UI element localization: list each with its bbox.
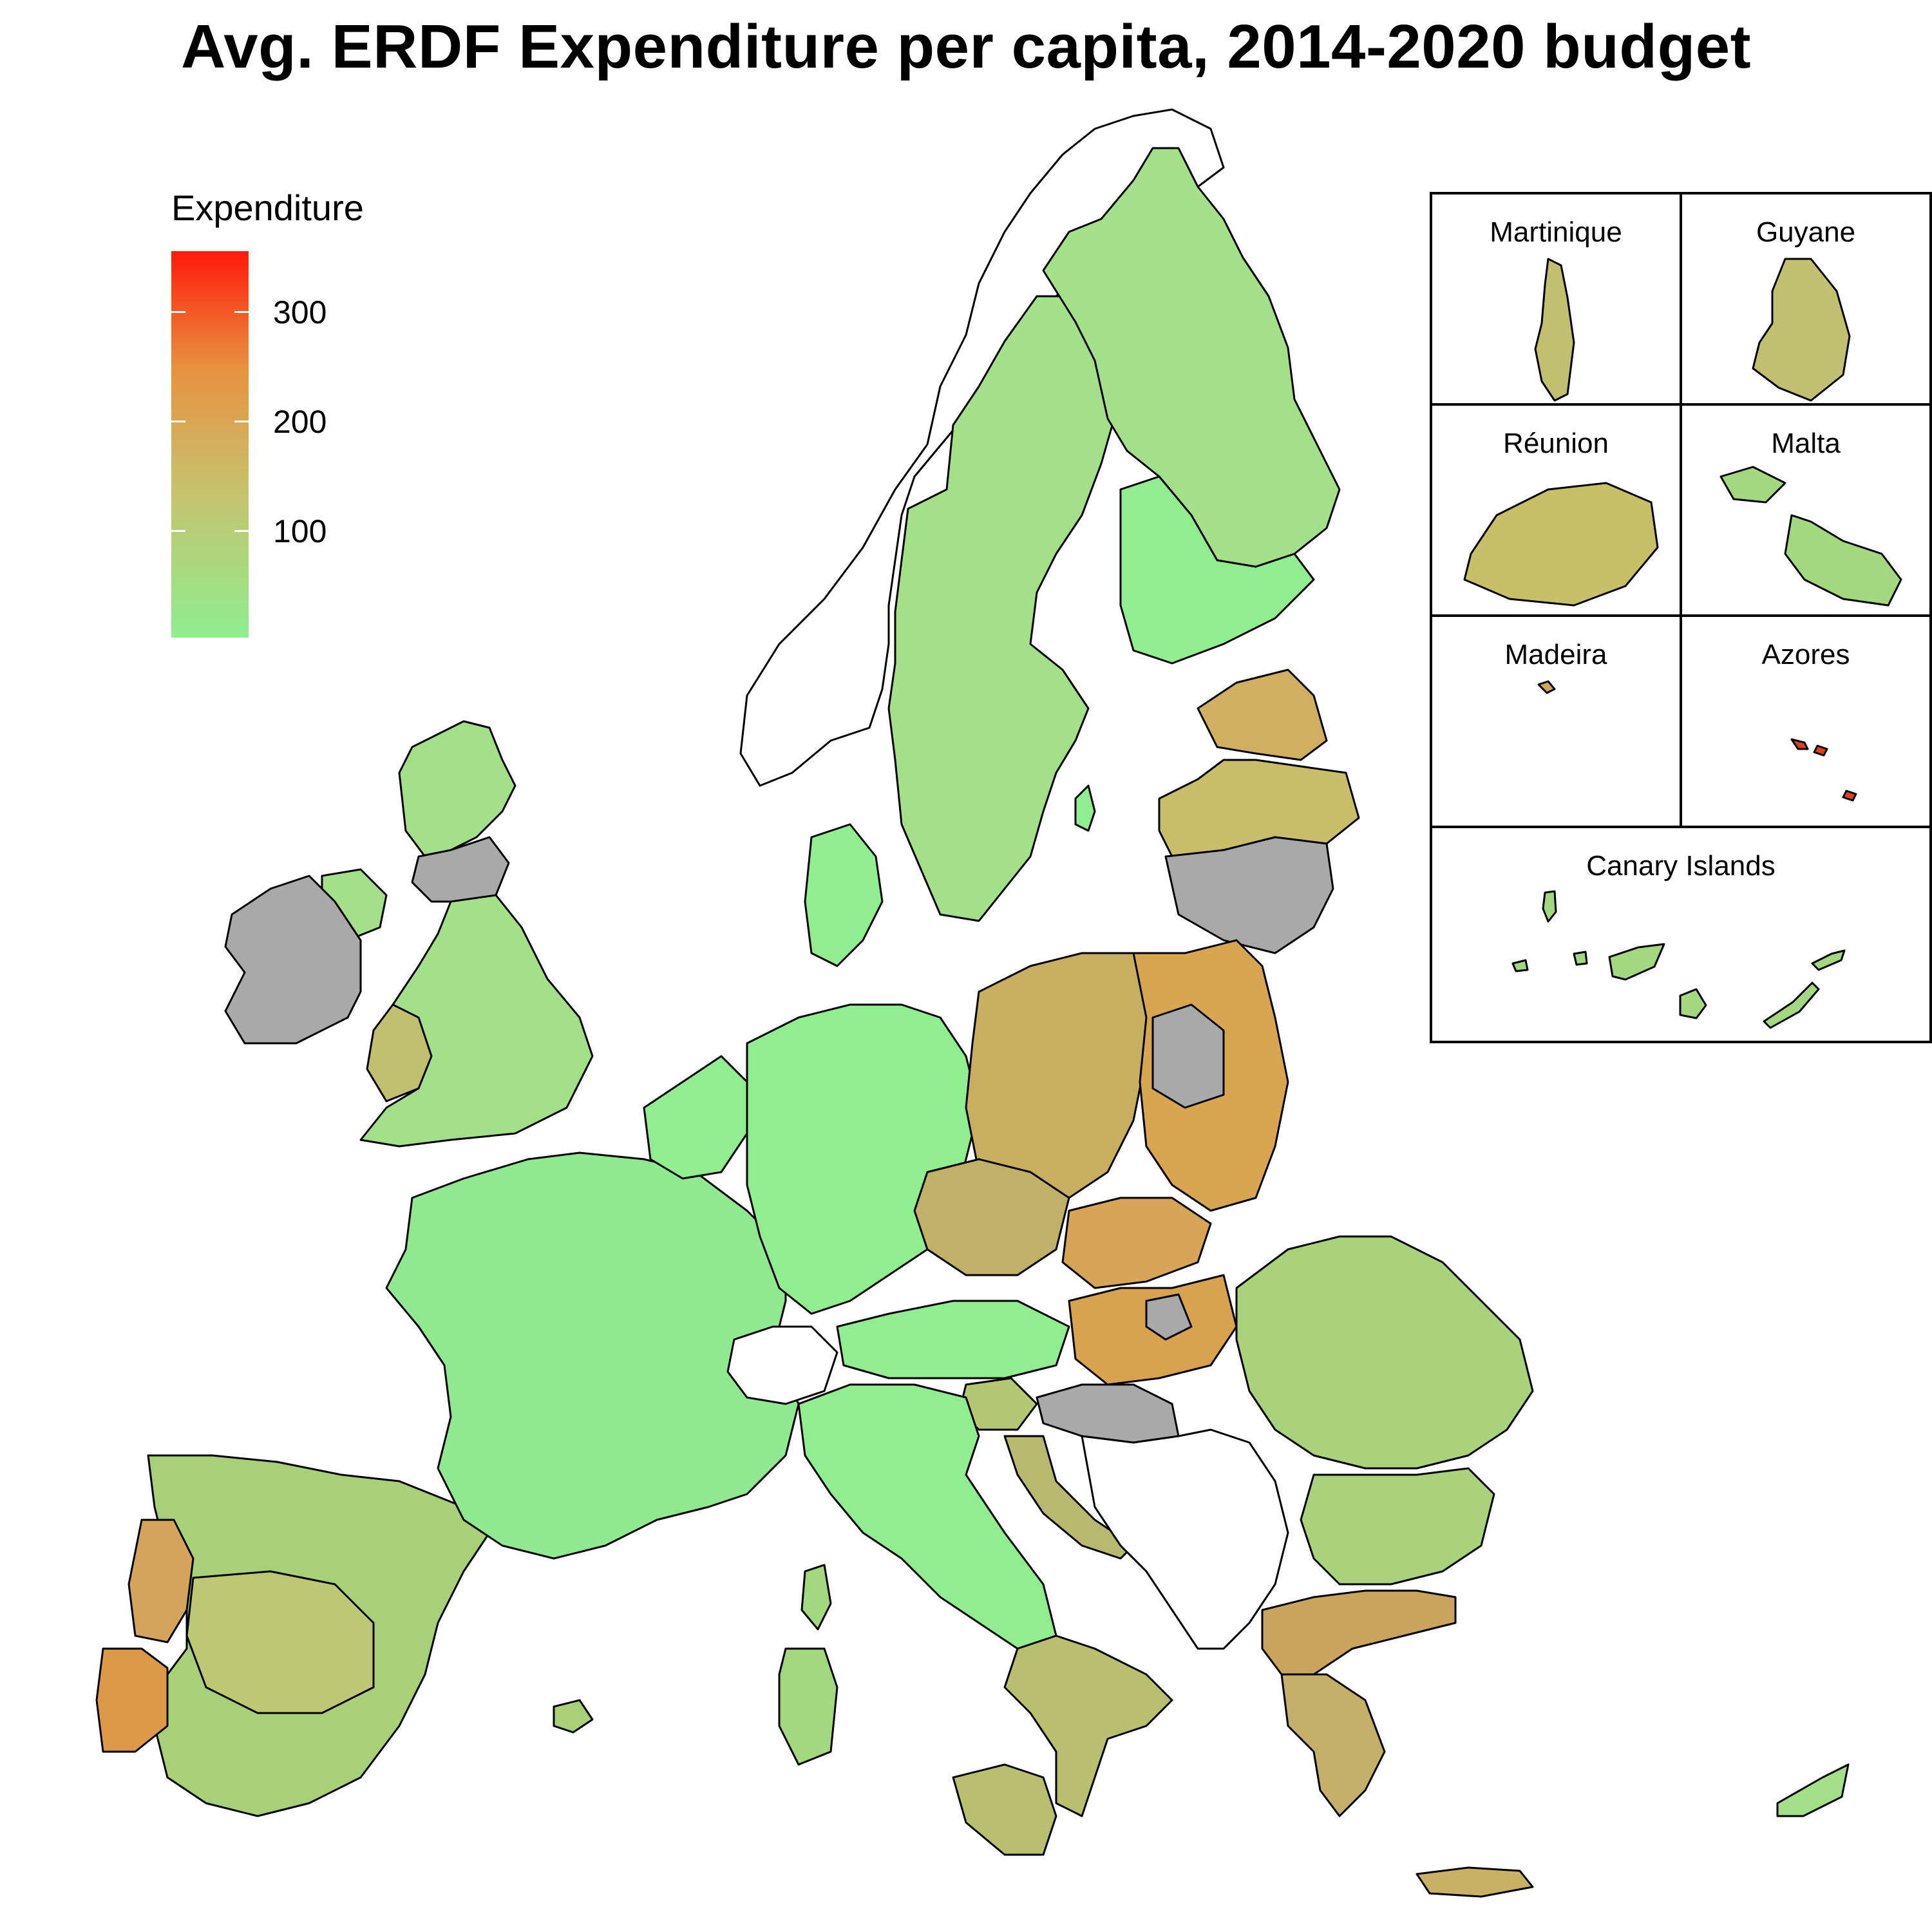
inset-canary: Canary Islands	[1430, 826, 1932, 1043]
austria	[836, 1300, 1070, 1379]
lithuania	[1164, 836, 1334, 954]
gotland	[1074, 784, 1096, 832]
la-gomera-shape	[1573, 951, 1588, 966]
spain-central	[185, 1570, 375, 1714]
wales	[366, 1003, 433, 1103]
crete	[1416, 1866, 1534, 1898]
azores-island-3	[1842, 790, 1857, 802]
finland-north	[1042, 147, 1341, 568]
finland-south	[1119, 475, 1315, 665]
cyprus	[1776, 1763, 1850, 1817]
malta-shape	[1784, 514, 1902, 607]
guyane-shape	[1752, 258, 1851, 402]
warsaw	[1151, 1003, 1225, 1109]
inset-martinique: Martinique	[1430, 192, 1682, 406]
lanzarote-shape	[1811, 949, 1846, 971]
benelux	[643, 1055, 748, 1180]
inset-malta: Malta	[1680, 403, 1932, 617]
estonia	[1197, 668, 1328, 761]
inset-azores: Azores	[1680, 614, 1932, 828]
croatia-pannonian	[1036, 1383, 1180, 1444]
greece-south	[1280, 1673, 1386, 1817]
fuerteventura-shape	[1763, 981, 1820, 1029]
balearic	[553, 1699, 594, 1734]
tick-label-200: 200	[273, 404, 327, 440]
portugal-south	[95, 1647, 169, 1753]
tick-label-100: 100	[273, 513, 327, 549]
el-hierro-shape	[1511, 959, 1529, 972]
germany	[746, 1003, 980, 1315]
inset-label-azores: Azores	[1761, 639, 1850, 670]
greece-north	[1261, 1589, 1457, 1676]
czechia	[913, 1158, 1070, 1276]
legend-title: Expenditure	[171, 187, 364, 228]
inset-madeira: Madeira	[1430, 614, 1682, 828]
portugal-north	[128, 1519, 194, 1643]
reunion-shape	[1463, 482, 1659, 607]
inset-label-canary: Canary Islands	[1586, 850, 1776, 882]
inset-label-madeira: Madeira	[1504, 639, 1607, 670]
inset-label-malta: Malta	[1771, 428, 1841, 459]
inset-label-reunion: Réunion	[1503, 428, 1609, 459]
inset-label-martinique: Martinique	[1490, 216, 1622, 248]
la-palma-shape	[1542, 890, 1557, 923]
gozo-shape	[1719, 466, 1786, 504]
corsica	[800, 1564, 832, 1631]
bulgaria	[1300, 1467, 1495, 1586]
inset-panel: Martinique Guyane Réunion Malta Madeira …	[1430, 192, 1932, 1043]
romania	[1235, 1235, 1534, 1470]
italy-south	[1003, 1634, 1173, 1817]
azores-island-2	[1813, 744, 1828, 757]
map-title: Avg. ERDF Expenditure per capita, 2014-2…	[180, 12, 1752, 81]
slovakia	[1061, 1197, 1212, 1289]
western-balkans	[1081, 1428, 1289, 1650]
budapest	[1145, 1293, 1193, 1341]
azores-island-1	[1790, 738, 1809, 750]
inset-guyane: Guyane	[1680, 192, 1932, 406]
poland-west	[965, 952, 1148, 1206]
martinique-shape	[1534, 258, 1575, 402]
tick-label-300: 300	[273, 294, 327, 330]
ireland	[224, 875, 362, 1045]
color-scale-bar	[171, 251, 249, 638]
switzerland	[726, 1325, 838, 1405]
sardinia	[778, 1647, 838, 1766]
scotland	[398, 720, 516, 858]
sicily	[952, 1763, 1057, 1856]
tenerife-shape	[1608, 943, 1665, 981]
denmark	[804, 823, 884, 967]
inset-label-guyane: Guyane	[1756, 216, 1856, 248]
gran-canaria-shape	[1679, 988, 1707, 1019]
inset-reunion: Réunion	[1430, 403, 1682, 617]
madeira-shape	[1537, 680, 1556, 694]
